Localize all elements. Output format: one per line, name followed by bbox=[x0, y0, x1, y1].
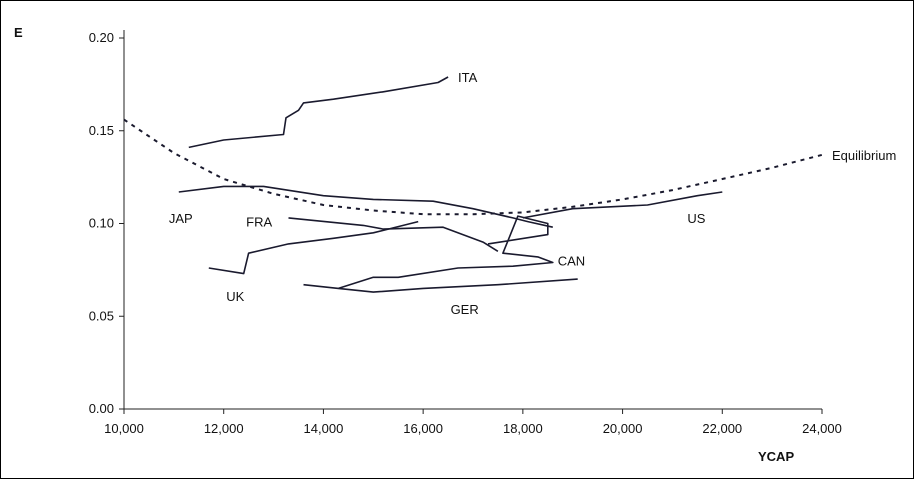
x-tick-label: 14,000 bbox=[304, 421, 344, 436]
y-tick-label: 0.05 bbox=[89, 308, 114, 323]
series-line-ger bbox=[303, 278, 578, 293]
series-label-ita: ITA bbox=[458, 70, 478, 85]
series-line-jap bbox=[178, 185, 553, 228]
y-tick-label: 0.20 bbox=[89, 30, 114, 45]
x-tick-label: 20,000 bbox=[603, 421, 643, 436]
y-tick-label: 0.15 bbox=[89, 123, 114, 138]
y-tick-label: 0.10 bbox=[89, 216, 114, 231]
x-tick-label: 10,000 bbox=[104, 421, 144, 436]
series-line-ita bbox=[188, 76, 449, 149]
y-axis-title: E bbox=[14, 25, 23, 40]
x-tick-label: 12,000 bbox=[204, 421, 244, 436]
axes: 0.00 0.05 0.10 0.15 0.20 10,000 12,000 14,000 16… bbox=[89, 30, 842, 436]
x-tick-label: 22,000 bbox=[702, 421, 742, 436]
x-tick-label: 18,000 bbox=[503, 421, 543, 436]
series-line-can bbox=[338, 215, 554, 290]
series-layer bbox=[123, 76, 823, 293]
series-label-can: CAN bbox=[558, 254, 585, 269]
series-line-uk bbox=[208, 220, 419, 275]
series-label-jap: JAP bbox=[169, 211, 193, 226]
series-label-uk: UK bbox=[226, 289, 244, 304]
series-line-fra bbox=[288, 217, 499, 252]
series-line-us bbox=[522, 191, 723, 219]
x-tick-label: 16,000 bbox=[403, 421, 443, 436]
y-tick-label: 0.00 bbox=[89, 401, 114, 416]
series-label-us: US bbox=[687, 211, 705, 226]
series-label-equilibrium: Equilibrium bbox=[832, 148, 896, 163]
x-axis-title: YCAP bbox=[758, 449, 794, 464]
series-label-fra: FRA bbox=[246, 215, 272, 230]
labels-layer: ITA JAP FRA UK CAN GER US Equilibrium bbox=[169, 70, 896, 317]
series-line-equilibrium bbox=[123, 118, 823, 216]
x-tick-label: 24,000 bbox=[802, 421, 842, 436]
series-label-ger: GER bbox=[451, 302, 479, 317]
